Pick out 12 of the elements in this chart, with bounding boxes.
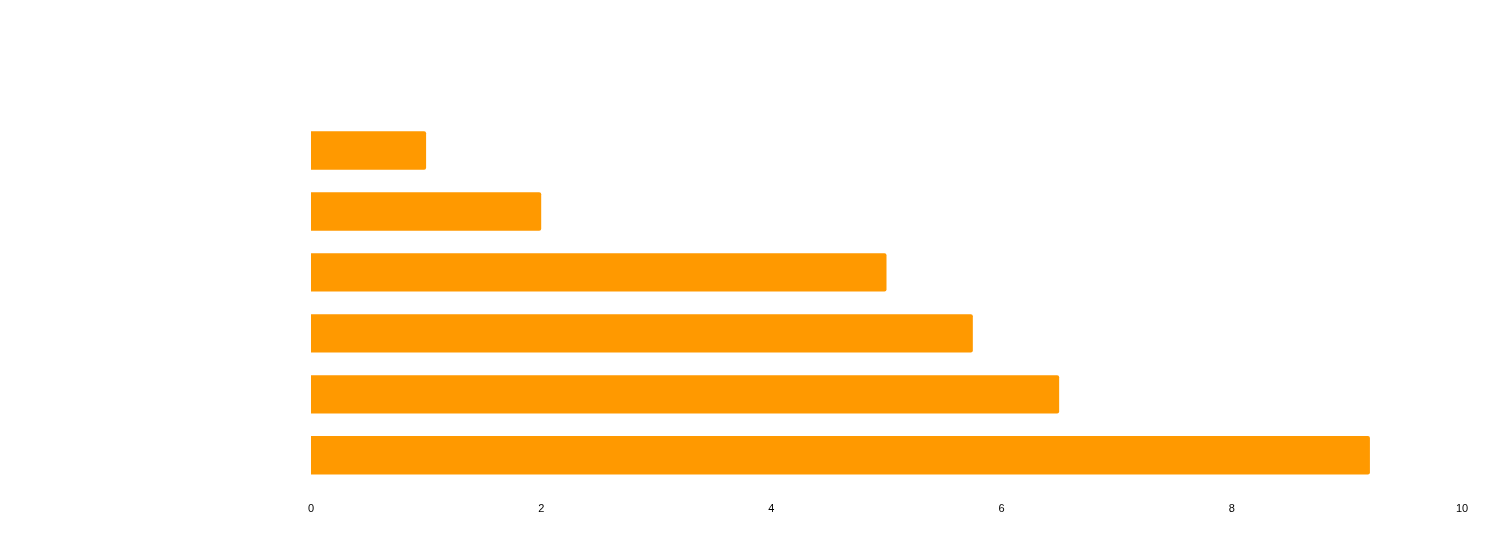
bar [311, 436, 1370, 475]
x-tick-label: 6 [998, 502, 1005, 515]
x-tick-label: 8 [1228, 502, 1235, 515]
x-tick-label: 4 [768, 502, 775, 515]
x-tick-label: 0 [307, 502, 315, 515]
bar [311, 253, 887, 292]
bar [311, 192, 542, 231]
bar [311, 131, 427, 170]
x-tick-label: 2 [538, 502, 545, 515]
bar [311, 375, 1060, 414]
bar [311, 314, 973, 353]
x-tick-label: 10 [1455, 502, 1469, 515]
